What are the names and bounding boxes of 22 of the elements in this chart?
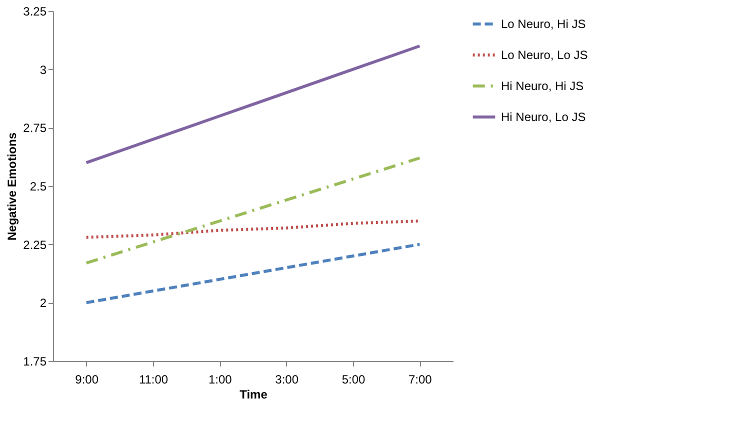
x-tick-label: 1:00 (208, 372, 232, 386)
x-tick-label: 9:00 (75, 372, 99, 386)
x-tick-label: 7:00 (408, 372, 432, 386)
x-tick-label: 11:00 (138, 372, 168, 386)
line-series (84, 242, 422, 304)
x-tick-label: 3:00 (275, 372, 299, 386)
legend-label: Lo Neuro, Lo JS (501, 48, 588, 62)
y-axis-title: Negative Emotions (5, 132, 20, 241)
x-axis-title: Time (240, 388, 268, 402)
y-tick-label: 3 (40, 62, 47, 77)
line-series (84, 156, 422, 264)
y-tick-label: 1.75 (23, 354, 47, 368)
y-tick-label: 2.25 (23, 238, 47, 252)
legend-label: Lo Neuro, Hi JS (501, 17, 586, 31)
legend-label: Hi Neuro, Lo JS (501, 110, 586, 124)
line-series (84, 44, 422, 164)
x-tick-label: 5:00 (342, 372, 366, 386)
y-tick-label: 2.75 (23, 121, 47, 136)
y-tick-label: 2.5 (30, 180, 47, 194)
y-tick-label: 3.25 (23, 4, 47, 18)
legend-label: Hi Neuro, Hi JS (501, 79, 584, 93)
y-tick-label: 2 (40, 296, 47, 310)
